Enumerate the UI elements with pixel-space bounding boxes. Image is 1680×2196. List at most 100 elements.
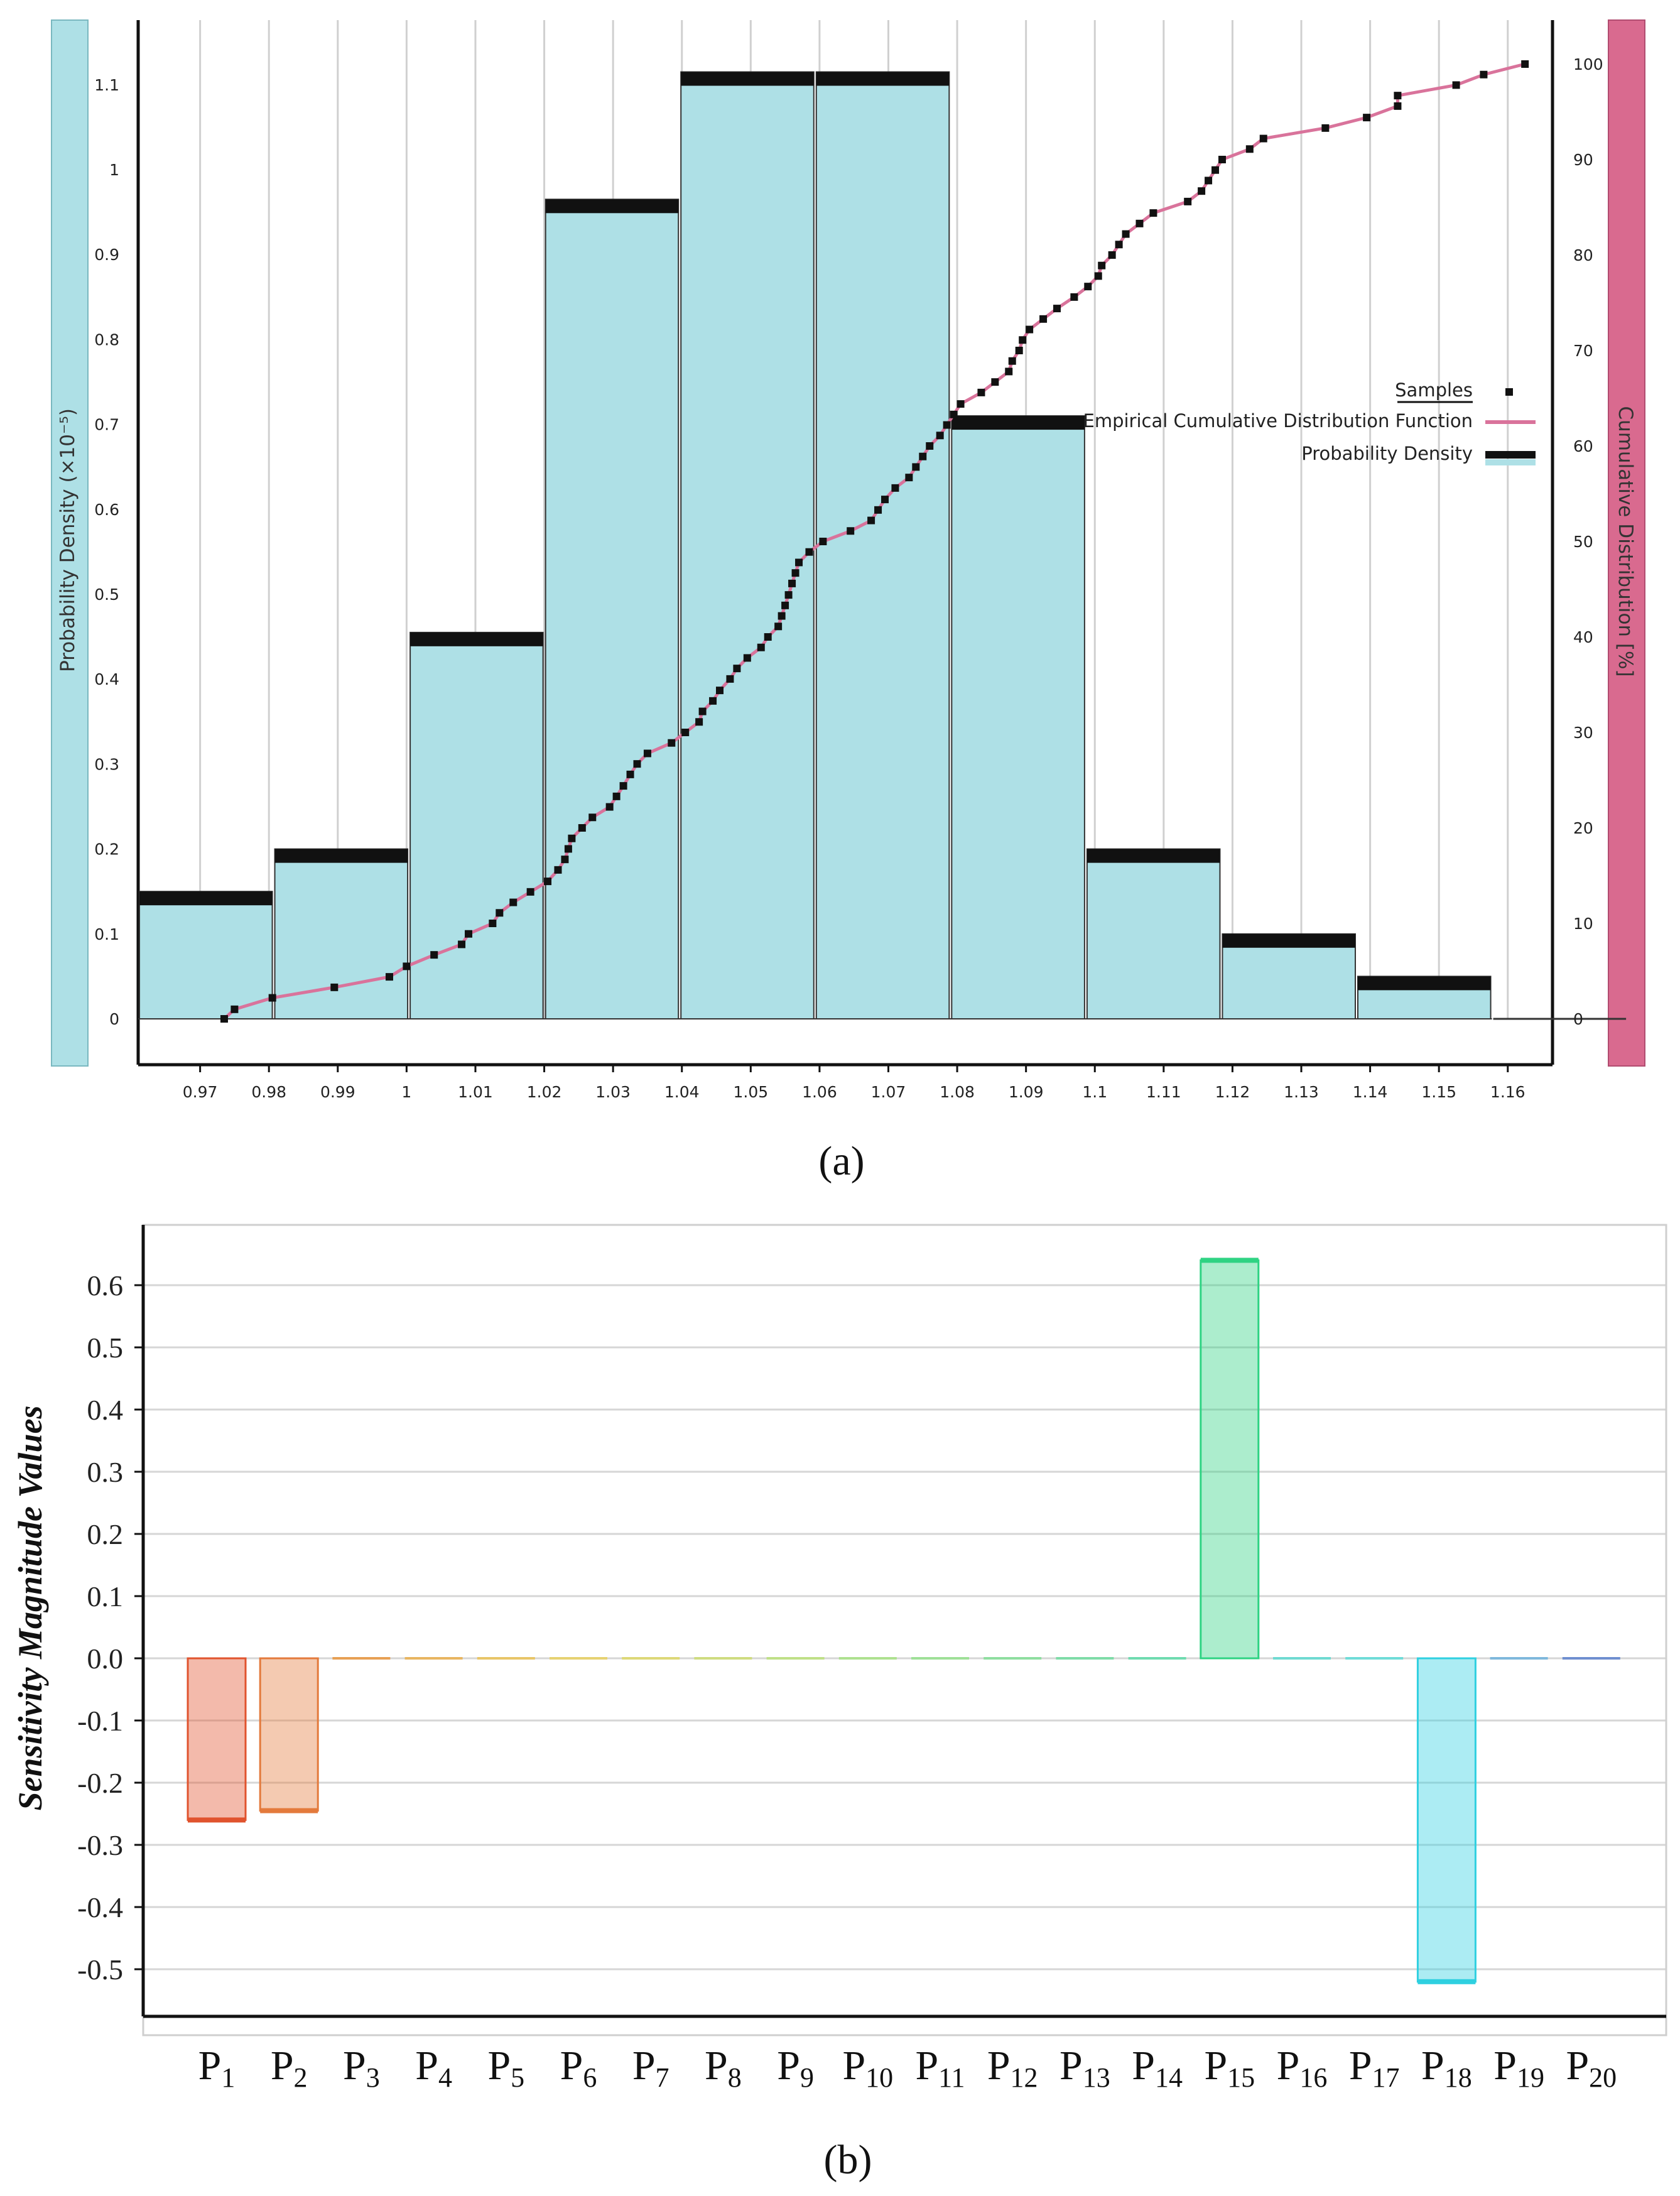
sample-point-0 xyxy=(220,1015,228,1023)
category-labels: P1 P2 P3 P4 P5 P6 P7 P8 P9 P10 P11 P12 P13 P14 P15 P16 P… xyxy=(198,2043,1617,2093)
left-y-tick-1: 1 xyxy=(109,161,119,179)
caption-a: (a) xyxy=(818,1138,864,1184)
x-tick-1.02: 1.02 xyxy=(527,1083,562,1101)
sample-point-33 xyxy=(733,665,741,673)
category-label-P14: P14 xyxy=(1132,2043,1183,2093)
sample-point-42 xyxy=(791,569,799,577)
sample-point-90 xyxy=(1521,60,1529,68)
sample-point-60 xyxy=(991,378,999,386)
category-label-P7: P7 xyxy=(632,2043,669,2093)
sample-point-63 xyxy=(1015,347,1023,354)
category-label-P2: P2 xyxy=(271,2043,308,2093)
sample-point-16 xyxy=(564,845,572,853)
right-y-tick-60: 60 xyxy=(1573,437,1593,455)
sample-point-57 xyxy=(950,410,958,418)
y-tick--0.1: -0.1 xyxy=(77,1705,123,1737)
sample-point-4 xyxy=(385,973,393,981)
histogram-bar-3 xyxy=(545,198,680,1020)
sample-point-5 xyxy=(403,962,411,970)
sample-point-17 xyxy=(568,834,576,842)
sample-point-64 xyxy=(1019,336,1027,344)
sample-point-25 xyxy=(643,749,651,758)
left-axis-title: Probability Density (×10⁻⁵) xyxy=(57,408,79,672)
sample-point-70 xyxy=(1094,272,1102,280)
left-y-tick-0.3: 0.3 xyxy=(94,755,119,773)
left-axis-band xyxy=(51,19,89,1067)
left-y-tick-1.1: 1.1 xyxy=(94,76,119,94)
chart-b: 0.6 0.5 0.4 0.3 0.2 0.1 0.0 -0.1 -0.2 -0.3 -0.4 -0.… xyxy=(11,1224,1667,2183)
category-label-P8: P8 xyxy=(705,2043,742,2093)
sample-point-29 xyxy=(698,707,707,715)
sample-point-53 xyxy=(919,452,927,460)
sample-point-51 xyxy=(905,474,913,482)
right-y-tick-100: 100 xyxy=(1573,55,1603,73)
x-tick-1.13: 1.13 xyxy=(1284,1083,1319,1101)
right-y-tick-labels: 0 10 20 30 40 50 60 70 80 90 100 xyxy=(1573,55,1603,1028)
sample-point-77 xyxy=(1184,197,1192,205)
sample-point-86 xyxy=(1394,102,1402,110)
histogram-bar-cap-9 xyxy=(1358,976,1491,991)
sample-point-43 xyxy=(795,558,803,567)
category-label-P10: P10 xyxy=(842,2043,893,2093)
right-axis-title: Cumulative Distribution [%] xyxy=(1614,406,1637,677)
sample-point-19 xyxy=(588,813,597,822)
histogram-bar-2 xyxy=(409,631,544,1019)
right-y-tick-0: 0 xyxy=(1573,1010,1583,1028)
y-tick-0.6: 0.6 xyxy=(87,1269,124,1302)
x-tick-1.08: 1.08 xyxy=(940,1083,975,1101)
bar-P2 xyxy=(259,1657,319,1812)
sample-point-80 xyxy=(1211,166,1220,174)
y-tick--0.2: -0.2 xyxy=(77,1767,123,1799)
category-label-P18: P18 xyxy=(1421,2043,1472,2093)
legend-label-density: Probability Density xyxy=(1301,443,1473,464)
sample-point-59 xyxy=(977,388,985,396)
left-y-tick-0.1: 0.1 xyxy=(94,925,119,943)
sample-point-34 xyxy=(743,654,751,662)
bar-cap-P1 xyxy=(188,1817,246,1823)
sample-point-74 xyxy=(1122,230,1130,238)
caption-b: (b) xyxy=(824,2137,872,2183)
sample-point-44 xyxy=(805,548,813,556)
legend-samples-marker xyxy=(1505,388,1513,396)
category-label-P13: P13 xyxy=(1059,2043,1110,2093)
legend-label-samples: Samples xyxy=(1395,379,1473,401)
right-y-tick-40: 40 xyxy=(1573,628,1593,646)
sample-point-66 xyxy=(1039,315,1048,323)
category-label-P15: P15 xyxy=(1204,2043,1255,2093)
sample-point-89 xyxy=(1480,70,1488,79)
x-tick-0.98: 0.98 xyxy=(251,1083,286,1101)
sample-point-62 xyxy=(1008,357,1016,365)
sample-point-78 xyxy=(1198,187,1206,195)
sample-point-10 xyxy=(496,909,504,917)
sample-point-41 xyxy=(788,579,796,587)
y-tick-0.1: 0.1 xyxy=(87,1580,124,1612)
sample-point-7 xyxy=(458,940,466,949)
x-tick-0.97: 0.97 xyxy=(183,1083,218,1101)
sample-point-67 xyxy=(1053,305,1061,313)
category-label-P12: P12 xyxy=(987,2043,1038,2093)
left-y-tick-0: 0 xyxy=(109,1010,119,1028)
histogram-bar-cap-6 xyxy=(951,416,1085,430)
x-tick-1.04: 1.04 xyxy=(664,1083,700,1101)
legend-density-light xyxy=(1485,459,1536,465)
histogram-bar-cap-3 xyxy=(545,199,679,214)
histogram-bar-cap-0 xyxy=(139,891,273,906)
sample-point-75 xyxy=(1135,219,1144,227)
left-y-tick-0.5: 0.5 xyxy=(94,585,119,604)
histogram-bar-1 xyxy=(274,848,409,1019)
sample-point-73 xyxy=(1115,241,1123,249)
sample-point-88 xyxy=(1452,81,1460,89)
bar-cap-P2 xyxy=(260,1808,318,1813)
x-tick-1.11: 1.11 xyxy=(1146,1083,1181,1101)
left-y-tick-labels: 0 0.1 0.2 0.3 0.4 0.5 0.6 0.7 0.8 0.9 1 1.1 xyxy=(94,76,119,1028)
category-label-P17: P17 xyxy=(1349,2043,1400,2093)
x-tick-1.15: 1.15 xyxy=(1421,1083,1456,1101)
sample-point-65 xyxy=(1026,325,1034,334)
right-axis-band xyxy=(1608,19,1645,1067)
sample-point-2 xyxy=(268,994,276,1002)
sample-point-39 xyxy=(781,601,789,609)
bar-P18 xyxy=(1416,1657,1477,1983)
sample-point-26 xyxy=(668,739,676,747)
x-tick-1.06: 1.06 xyxy=(802,1083,837,1101)
sample-point-52 xyxy=(912,463,920,471)
